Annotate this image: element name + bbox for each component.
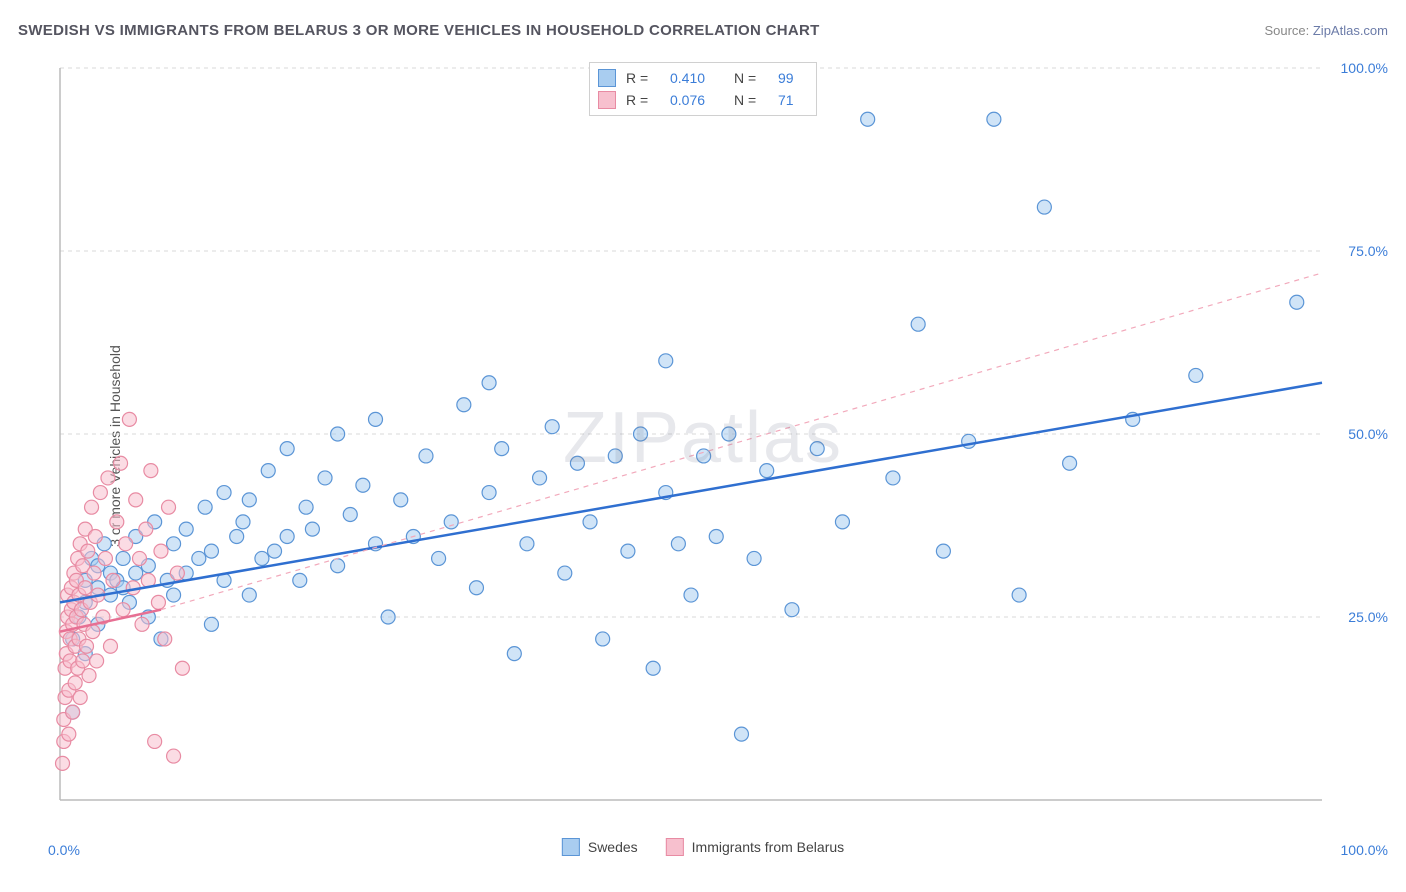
n-value: 99	[778, 70, 808, 86]
header: SWEDISH VS IMMIGRANTS FROM BELARUS 3 OR …	[0, 0, 1406, 48]
swatch-icon	[666, 838, 684, 856]
legend-item: Immigrants from Belarus	[666, 838, 844, 856]
legend-label: Swedes	[588, 839, 638, 855]
n-value: 71	[778, 92, 808, 108]
y-tick-label: 25.0%	[1348, 609, 1388, 625]
source-attribution: Source: ZipAtlas.com	[1264, 23, 1388, 38]
y-tick-label: 100.0%	[1341, 60, 1388, 76]
swatch-icon	[562, 838, 580, 856]
swatch-icon	[598, 91, 616, 109]
legend-series: Swedes Immigrants from Belarus	[562, 838, 844, 856]
n-label: N =	[734, 70, 768, 86]
chart-title: SWEDISH VS IMMIGRANTS FROM BELARUS 3 OR …	[18, 22, 820, 39]
y-tick-label: 50.0%	[1348, 426, 1388, 442]
r-label: R =	[626, 92, 660, 108]
source-prefix: Source:	[1264, 23, 1312, 38]
x-tick-label: 100.0%	[1341, 842, 1388, 858]
r-value: 0.076	[670, 92, 724, 108]
legend-row: R = 0.410 N = 99	[598, 67, 808, 89]
source-link[interactable]: ZipAtlas.com	[1313, 23, 1388, 38]
legend-row: R = 0.076 N = 71	[598, 89, 808, 111]
r-value: 0.410	[670, 70, 724, 86]
scatter-chart	[52, 60, 1392, 830]
legend-correlation: R = 0.410 N = 99 R = 0.076 N = 71	[589, 62, 817, 116]
r-label: R =	[626, 70, 660, 86]
n-label: N =	[734, 92, 768, 108]
x-tick-label: 0.0%	[48, 842, 80, 858]
swatch-icon	[598, 69, 616, 87]
y-tick-label: 75.0%	[1348, 243, 1388, 259]
plot-area	[52, 60, 1392, 830]
legend-label: Immigrants from Belarus	[692, 839, 844, 855]
legend-item: Swedes	[562, 838, 638, 856]
